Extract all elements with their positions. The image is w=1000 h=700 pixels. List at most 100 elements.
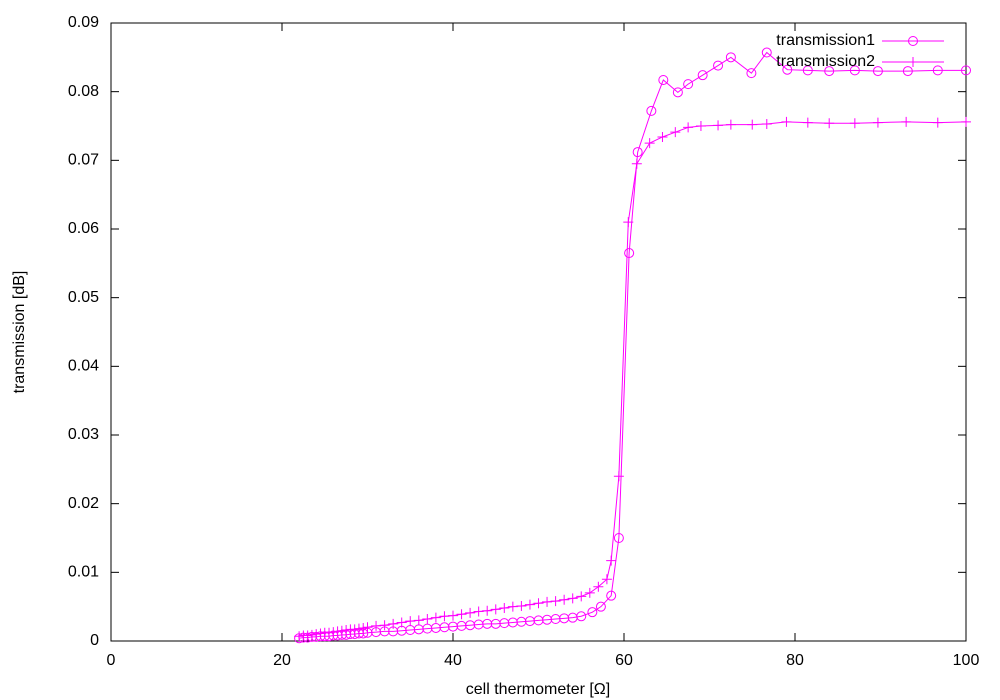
point bbox=[644, 138, 655, 149]
point bbox=[932, 117, 943, 128]
point bbox=[824, 118, 835, 129]
x-axis-label: cell thermometer [Ω] bbox=[466, 681, 610, 698]
point bbox=[567, 593, 578, 604]
point bbox=[932, 65, 943, 76]
point bbox=[448, 610, 458, 621]
point bbox=[761, 47, 772, 58]
point bbox=[294, 631, 305, 642]
point bbox=[533, 598, 544, 609]
point bbox=[576, 591, 587, 602]
point bbox=[507, 601, 518, 612]
y-tick-label: 0.04 bbox=[68, 358, 99, 375]
point bbox=[872, 66, 883, 77]
point bbox=[695, 121, 706, 131]
y-tick-label: 0 bbox=[90, 632, 99, 649]
point bbox=[872, 117, 883, 128]
point bbox=[802, 117, 813, 128]
point bbox=[761, 118, 772, 129]
point bbox=[624, 248, 635, 259]
point bbox=[632, 147, 643, 158]
legend-marker bbox=[908, 57, 918, 67]
point bbox=[315, 628, 326, 639]
point bbox=[332, 626, 343, 637]
point bbox=[482, 605, 493, 616]
point bbox=[362, 622, 373, 633]
y-axis-label: transmission [dB] bbox=[11, 271, 28, 394]
y-tick-label: 0.08 bbox=[68, 83, 99, 100]
legend-marker bbox=[908, 36, 918, 46]
point bbox=[657, 131, 668, 142]
point bbox=[613, 471, 624, 482]
point bbox=[606, 590, 617, 601]
point bbox=[587, 607, 598, 618]
point bbox=[670, 127, 681, 138]
point bbox=[802, 65, 813, 76]
point bbox=[606, 555, 617, 566]
point bbox=[902, 66, 913, 77]
point bbox=[849, 118, 860, 129]
x-tick-label: 40 bbox=[444, 652, 462, 669]
y-tick-label: 0.05 bbox=[68, 289, 99, 306]
point bbox=[379, 620, 390, 631]
point bbox=[713, 120, 724, 131]
point bbox=[961, 65, 971, 76]
point bbox=[595, 601, 606, 612]
point bbox=[358, 622, 369, 633]
point bbox=[516, 600, 527, 611]
point bbox=[623, 217, 634, 228]
y-tick-label: 0.01 bbox=[68, 564, 99, 581]
point bbox=[499, 603, 510, 614]
point bbox=[405, 616, 416, 627]
point bbox=[901, 116, 912, 127]
y-tick-label: 0.09 bbox=[68, 14, 99, 31]
legend-label: transmission1 bbox=[776, 32, 875, 49]
x-tick-label: 100 bbox=[953, 652, 980, 669]
point bbox=[413, 615, 424, 626]
point bbox=[658, 74, 669, 85]
point bbox=[542, 596, 553, 607]
point bbox=[646, 105, 657, 116]
point bbox=[593, 581, 604, 592]
point bbox=[550, 596, 561, 607]
point bbox=[306, 629, 317, 640]
point bbox=[439, 611, 450, 622]
point bbox=[371, 620, 382, 631]
point bbox=[353, 623, 364, 634]
point bbox=[388, 618, 399, 629]
point bbox=[349, 624, 360, 635]
point bbox=[456, 609, 467, 620]
point bbox=[747, 119, 758, 130]
point bbox=[824, 66, 835, 77]
x-tick-label: 60 bbox=[615, 652, 633, 669]
point bbox=[576, 611, 587, 622]
point bbox=[302, 630, 313, 641]
point bbox=[324, 627, 335, 638]
point bbox=[725, 119, 736, 130]
point bbox=[465, 607, 476, 618]
point bbox=[341, 625, 352, 636]
y-tick-label: 0.03 bbox=[68, 426, 99, 443]
legend-label: transmission2 bbox=[776, 53, 875, 70]
point bbox=[559, 594, 570, 605]
point bbox=[713, 60, 724, 71]
point bbox=[631, 158, 642, 169]
point bbox=[672, 87, 683, 98]
y-tick-label: 0.07 bbox=[68, 152, 99, 169]
point bbox=[430, 612, 441, 623]
point bbox=[328, 627, 339, 638]
y-tick-label: 0.06 bbox=[68, 220, 99, 237]
point bbox=[473, 606, 484, 617]
point bbox=[782, 64, 793, 75]
point bbox=[697, 70, 708, 81]
point bbox=[781, 116, 792, 127]
series-line bbox=[299, 51, 966, 639]
point bbox=[396, 617, 407, 628]
point bbox=[336, 625, 347, 636]
point bbox=[601, 574, 612, 585]
point bbox=[683, 122, 694, 133]
point bbox=[311, 629, 322, 640]
x-tick-label: 20 bbox=[273, 652, 291, 669]
point bbox=[584, 587, 595, 598]
